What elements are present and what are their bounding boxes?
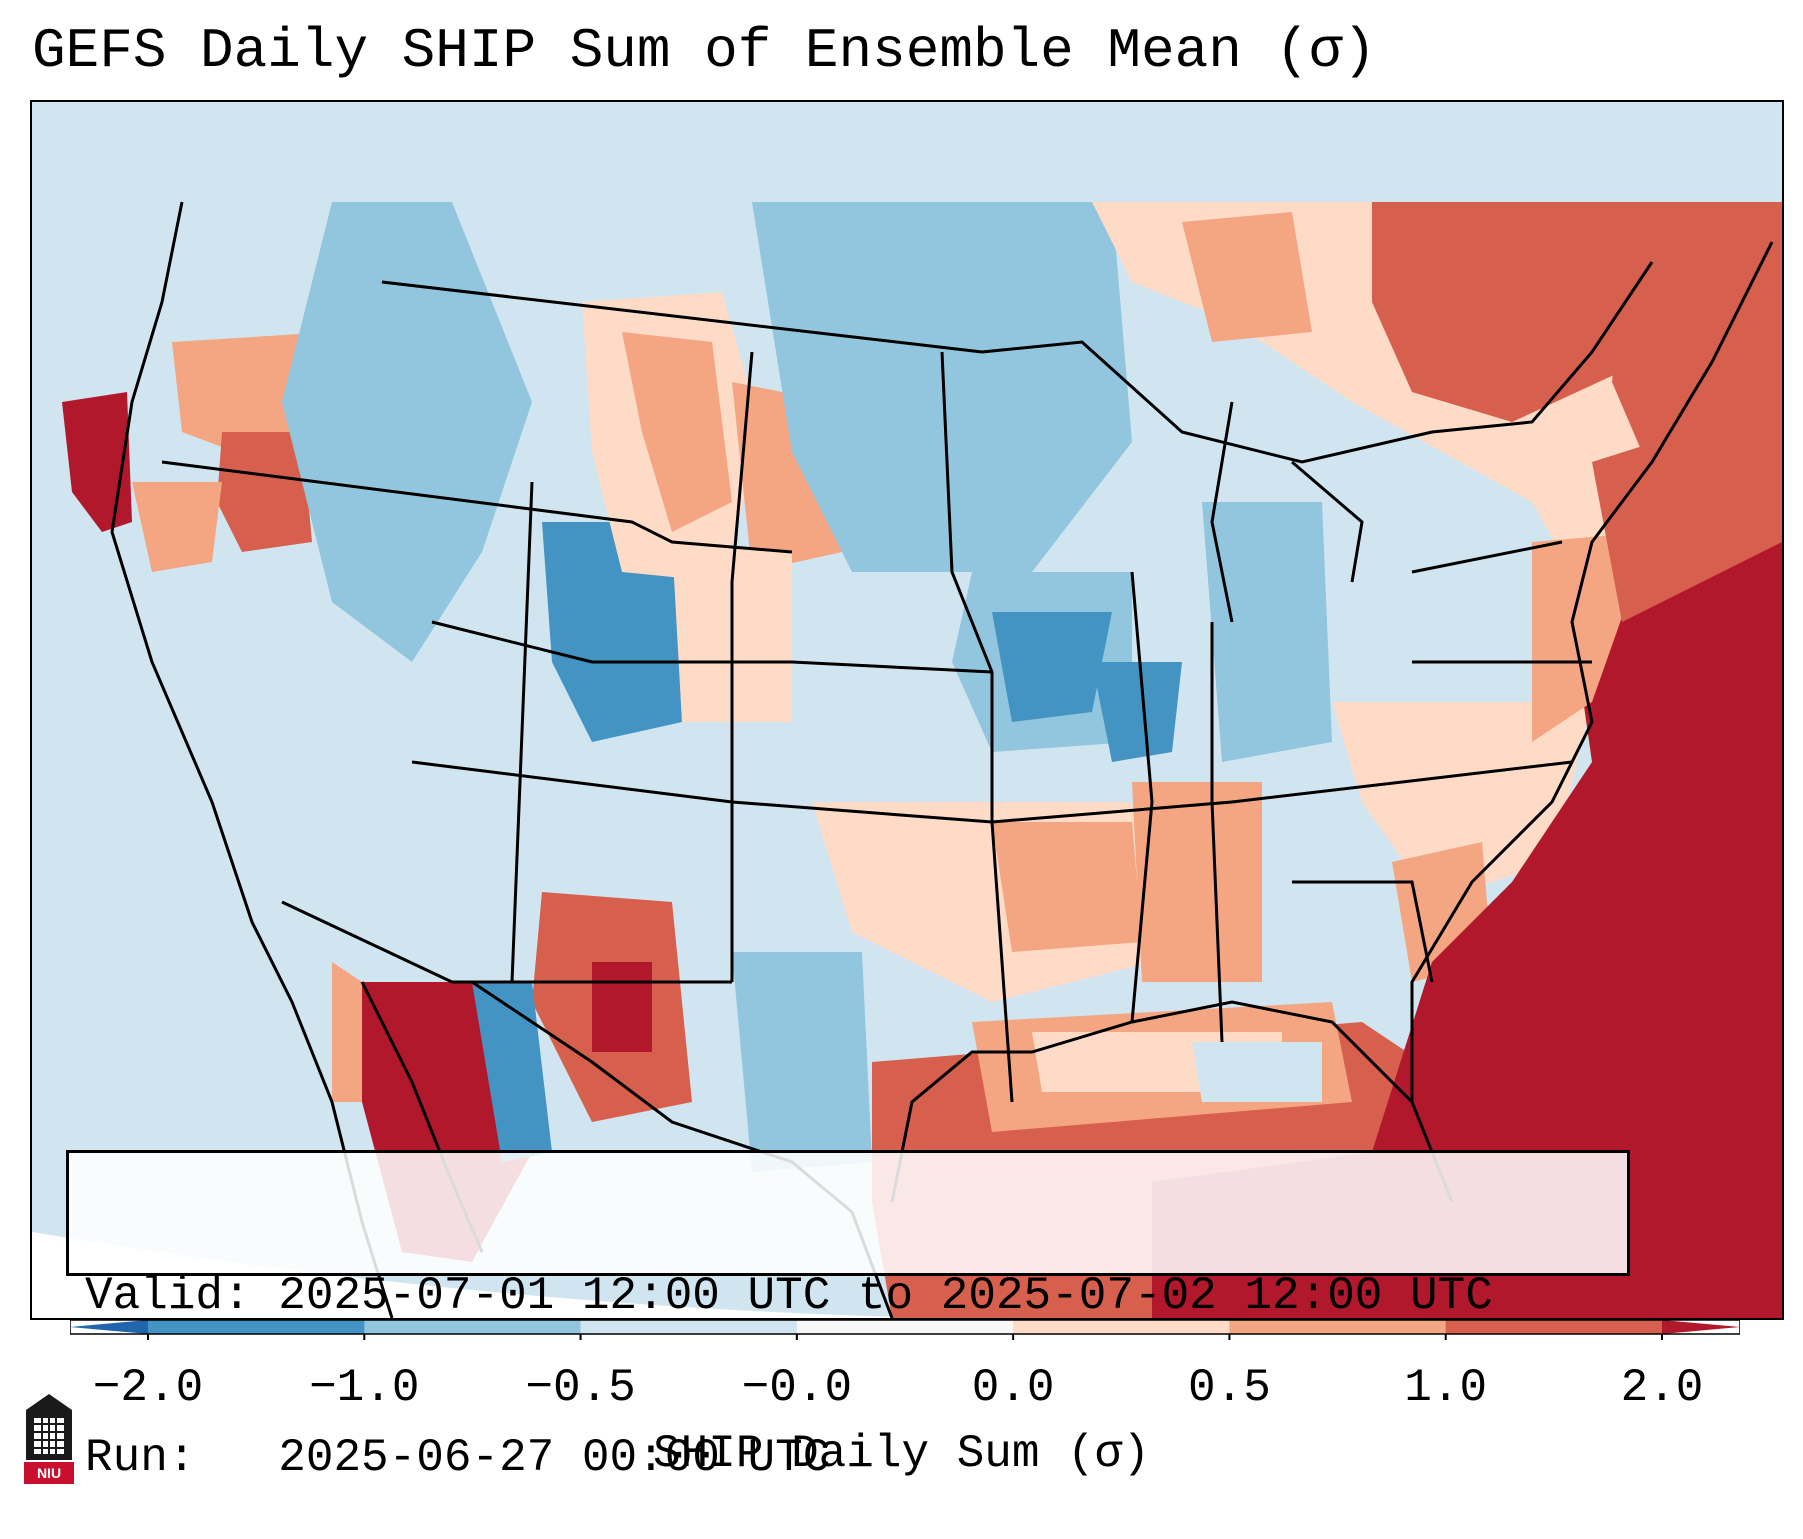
anomaly-patch xyxy=(282,202,532,662)
colorbar-tick-label: −2.0 xyxy=(92,1362,204,1414)
anomaly-patch xyxy=(217,432,312,552)
domain-edge xyxy=(32,1232,1232,1318)
lake-shore xyxy=(1291,460,1364,583)
anomaly-patch xyxy=(732,952,872,1172)
anomaly-patch xyxy=(542,522,682,742)
state-border xyxy=(730,351,754,982)
colorbar-segment xyxy=(1445,1320,1663,1334)
colorbar-segment xyxy=(796,1320,1014,1334)
run-time-text: Run: 2025-06-27 00:00 UTC xyxy=(85,1432,831,1484)
colorbar-label: SHIP Daily Sum (σ) xyxy=(653,1428,1150,1480)
colorbar-tick-label: 2.0 xyxy=(1620,1362,1704,1414)
colorbar-segment xyxy=(1013,1320,1230,1334)
state-border xyxy=(510,481,534,983)
map-panel[interactable] xyxy=(30,100,1784,1320)
colorbar-tick-label: −1.0 xyxy=(309,1362,420,1414)
state-border xyxy=(281,900,732,984)
colorbar-segment xyxy=(1229,1320,1447,1334)
anomaly-patch xyxy=(1592,402,1782,622)
anomaly-patch xyxy=(752,202,1132,572)
colorbar-tick-label: −0.0 xyxy=(741,1362,853,1414)
anomaly-patch xyxy=(1152,522,1782,1318)
anomaly-patch xyxy=(992,612,1112,722)
state-border xyxy=(1411,540,1563,574)
colorbar-over-arrow xyxy=(1662,1320,1740,1334)
boundary-lines xyxy=(110,201,1774,1318)
anomaly-patch xyxy=(1372,202,1642,422)
colorbar-ticks xyxy=(147,1334,1663,1340)
anomaly-patch xyxy=(1332,702,1592,902)
lake-michigan-shore xyxy=(1210,401,1234,623)
anomaly-patch xyxy=(992,822,1142,952)
colorbar-segment xyxy=(580,1320,798,1334)
colorbar-segments xyxy=(70,1320,1740,1334)
niu-logo-icon xyxy=(24,1394,74,1484)
anomaly-patch xyxy=(1182,212,1312,342)
anomaly-patch xyxy=(472,982,552,1162)
pacific-coastline xyxy=(110,201,394,1318)
colorbar-under-arrow xyxy=(70,1320,148,1334)
state-border xyxy=(161,460,793,554)
valid-time-text: Valid: 2025-07-01 12:00 UTC to 2025-07-0… xyxy=(85,1270,1493,1322)
state-border xyxy=(1210,622,1224,1043)
state-border xyxy=(1130,571,1154,1023)
atlantic-coastline xyxy=(1410,241,1774,1102)
colorbar-tick-label: 1.0 xyxy=(1404,1362,1488,1414)
state-border xyxy=(431,620,993,674)
anomaly-patch xyxy=(1192,1042,1322,1102)
state-border xyxy=(1292,880,1434,983)
anomaly-patch xyxy=(1092,662,1182,762)
canada-border-west xyxy=(381,280,983,354)
canada-border-east xyxy=(981,261,1654,464)
colorbar-segment xyxy=(364,1320,582,1334)
anomaly-map xyxy=(32,102,1782,1318)
anomaly-patch xyxy=(332,962,362,1102)
colorbar-tick-label: 0.5 xyxy=(1188,1362,1271,1414)
anomaly-patch xyxy=(132,482,222,572)
state-border xyxy=(940,351,1014,1103)
colorbar-tick-label: 0.0 xyxy=(971,1362,1055,1414)
colorbar-segment xyxy=(148,1320,365,1334)
anomaly-patch xyxy=(62,392,132,532)
valid-run-info: Valid: 2025-07-01 12:00 UTC to 2025-07-0… xyxy=(66,1150,1630,1484)
logo-text: NIU xyxy=(36,1465,62,1481)
chart-title: GEFS Daily SHIP Sum of Ensemble Mean (σ) xyxy=(32,19,1377,83)
anomaly-patch xyxy=(1132,782,1262,982)
anomaly-patch xyxy=(622,332,732,532)
anomaly-patch xyxy=(592,962,652,1052)
colorbar xyxy=(70,1319,1740,1340)
anomaly-patch xyxy=(1202,502,1332,762)
colorbar-outline xyxy=(70,1319,1740,1335)
colorbar-tick-label: −0.5 xyxy=(525,1362,636,1414)
